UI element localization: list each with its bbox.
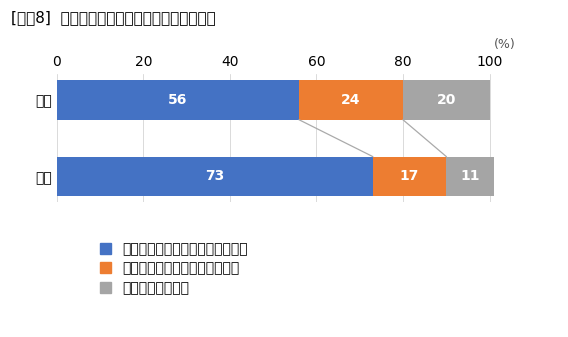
Text: 24: 24 xyxy=(341,93,361,107)
Bar xyxy=(57,80,299,120)
Legend: すべての企業に内定辞退を伝えた, 一部の企業に内定辞退を伝えた, まだ伝えていない: すべての企業に内定辞退を伝えた, 一部の企業に内定辞退を伝えた, まだ伝えていな… xyxy=(100,242,248,295)
Text: 73: 73 xyxy=(205,170,224,183)
Bar xyxy=(373,157,446,196)
Bar xyxy=(446,157,494,196)
Text: 56: 56 xyxy=(168,93,187,107)
Text: 11: 11 xyxy=(460,170,480,183)
Text: [図表8]  志望度の低い企業への内定辞退の状況: [図表8] 志望度の低い企業への内定辞退の状況 xyxy=(11,10,216,25)
Text: 20: 20 xyxy=(437,93,456,107)
Bar xyxy=(403,80,490,120)
Bar xyxy=(57,157,373,196)
Text: (%): (%) xyxy=(494,38,516,51)
Bar xyxy=(299,80,403,120)
Text: 17: 17 xyxy=(400,170,419,183)
